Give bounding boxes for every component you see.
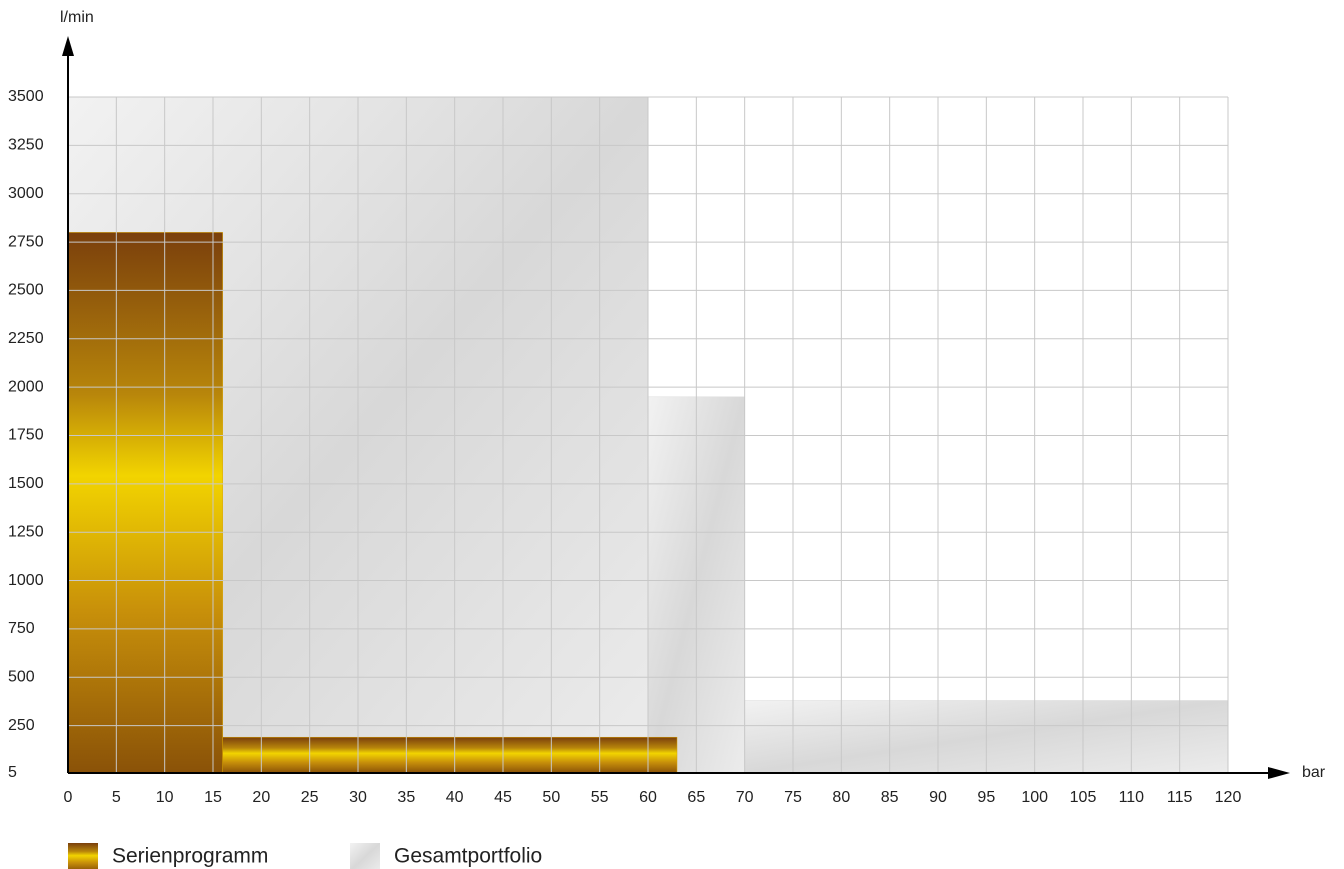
legend-swatch (350, 843, 380, 869)
y-tick-label: 5 (8, 764, 17, 781)
x-tick-label: 120 (1215, 789, 1242, 806)
x-tick-label: 0 (64, 789, 73, 806)
y-tick-label: 2250 (8, 330, 44, 347)
x-tick-label: 10 (156, 789, 174, 806)
x-axis-arrow (1268, 767, 1290, 779)
legend-swatch (68, 843, 98, 869)
y-tick-label: 750 (8, 620, 35, 637)
x-tick-label: 35 (397, 789, 415, 806)
y-axis-arrow (62, 36, 74, 56)
y-axis-label: l/min (60, 9, 94, 26)
y-tick-label: 2500 (8, 282, 44, 299)
y-tick-label: 1500 (8, 475, 44, 492)
y-tick-label: 500 (8, 668, 35, 685)
legend-label: Gesamtportfolio (394, 845, 542, 868)
y-tick-label: 1750 (8, 427, 44, 444)
x-tick-label: 100 (1021, 789, 1048, 806)
x-tick-label: 45 (494, 789, 512, 806)
x-tick-label: 30 (349, 789, 367, 806)
area-step (67, 232, 223, 774)
x-axis-label: bar (1302, 764, 1326, 781)
x-tick-label: 115 (1167, 789, 1193, 806)
x-tick-label: 105 (1070, 789, 1097, 806)
y-tick-label: 1000 (8, 572, 44, 589)
x-tick-label: 15 (204, 789, 222, 806)
x-tick-label: 50 (542, 789, 560, 806)
x-tick-label: 25 (301, 789, 319, 806)
y-tick-label: 2750 (8, 233, 44, 250)
x-tick-label: 110 (1119, 789, 1145, 806)
y-tick-label: 3250 (8, 137, 44, 154)
x-tick-label: 80 (832, 789, 850, 806)
x-tick-label: 65 (687, 789, 705, 806)
y-tick-label: 3500 (8, 88, 44, 105)
y-tick-label: 250 (8, 717, 35, 734)
area-step (222, 736, 678, 774)
x-tick-label: 20 (252, 789, 270, 806)
x-tick-label: 55 (591, 789, 609, 806)
x-tick-label: 70 (736, 789, 754, 806)
legend-label: Serienprogramm (112, 845, 268, 868)
x-tick-label: 90 (929, 789, 947, 806)
x-tick-label: 95 (977, 789, 995, 806)
y-tick-label: 3000 (8, 185, 44, 202)
x-tick-label: 60 (639, 789, 657, 806)
x-tick-label: 75 (784, 789, 802, 806)
x-tick-label: 5 (112, 789, 121, 806)
y-tick-label: 1250 (8, 523, 44, 540)
x-tick-label: 85 (881, 789, 899, 806)
x-tick-label: 40 (446, 789, 464, 806)
y-tick-label: 2000 (8, 378, 44, 395)
